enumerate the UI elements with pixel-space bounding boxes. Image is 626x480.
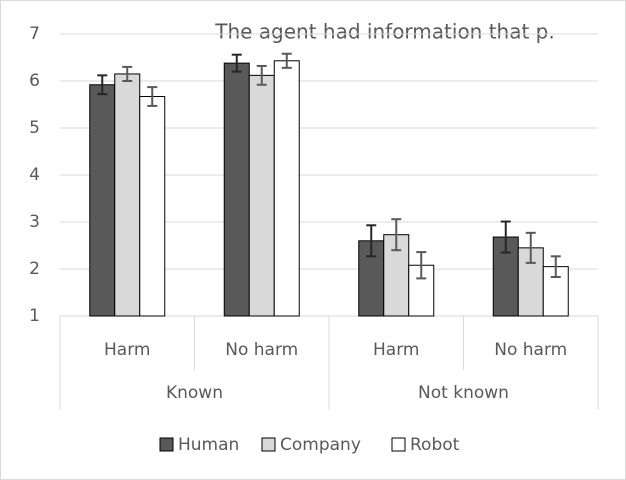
error-bar xyxy=(281,52,292,69)
error-bar xyxy=(256,64,267,86)
x-tick-label: Harm xyxy=(373,340,419,360)
y-tick-label: 7 xyxy=(29,24,40,44)
y-tick-label: 1 xyxy=(29,306,40,326)
error-bar xyxy=(231,53,242,73)
bar xyxy=(114,73,141,317)
error-bar xyxy=(525,231,536,264)
legend-swatch xyxy=(159,437,174,452)
y-tick-label: 6 xyxy=(29,71,40,91)
legend-label: Robot xyxy=(410,435,460,455)
bar xyxy=(89,84,116,317)
legend-swatch xyxy=(261,437,276,452)
group-label: Known xyxy=(166,383,223,403)
error-bar xyxy=(122,65,133,82)
error-bar xyxy=(550,255,561,278)
bar xyxy=(248,74,275,317)
bar xyxy=(273,60,300,317)
group-label: Not known xyxy=(418,383,509,403)
error-bar xyxy=(147,86,158,107)
y-tick-label: 5 xyxy=(29,118,40,138)
error-bar xyxy=(97,74,108,96)
error-bar xyxy=(366,224,377,258)
bar xyxy=(223,62,250,317)
error-bar xyxy=(500,220,511,254)
legend-swatch xyxy=(391,437,406,452)
y-tick-label: 4 xyxy=(29,165,40,185)
x-tick-label: No harm xyxy=(494,340,567,360)
x-tick-label: No harm xyxy=(225,340,298,360)
y-tick-label: 3 xyxy=(29,212,40,232)
y-tick-label: 2 xyxy=(29,259,40,279)
bar xyxy=(492,236,519,317)
x-tick-label: Harm xyxy=(104,340,150,360)
chart-title: The agent had information that p. xyxy=(214,20,554,44)
error-bar xyxy=(391,218,402,252)
bar xyxy=(139,96,166,317)
legend-label: Company xyxy=(280,435,361,455)
legend-label: Human xyxy=(178,435,239,455)
error-bar xyxy=(416,251,427,280)
